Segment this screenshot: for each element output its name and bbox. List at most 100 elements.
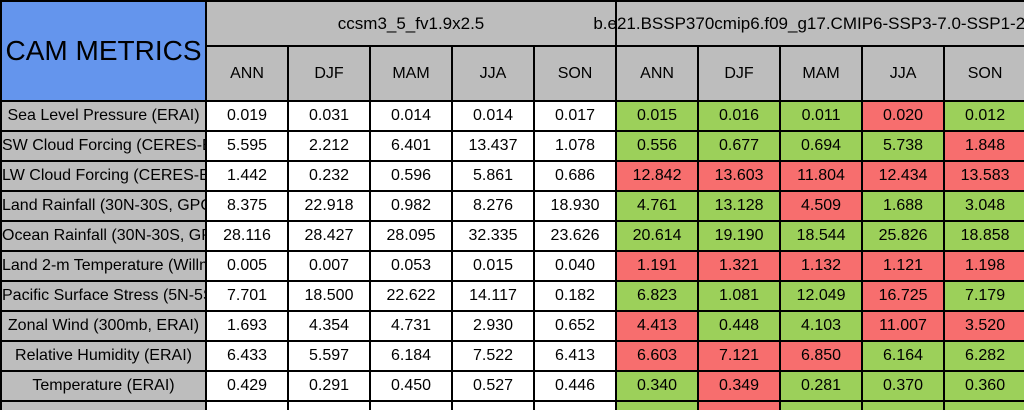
model1-name: ccsm3_5_fv1.9x2.5 (337, 13, 485, 33)
metric-value-cell-model2: 20.614 (615, 220, 700, 252)
metric-value-cell-model1: 5.861 (451, 160, 535, 192)
metric-row: Pacific Surface Stress (5N-5S,ERS)7.7011… (0, 280, 1024, 312)
season-header-m2-jja: JJA (861, 45, 946, 102)
metric-row: SW Cloud Forcing (CERES-EBAF)5.5952.2126… (0, 130, 1024, 162)
metric-value-cell-model2: 18.858 (943, 220, 1024, 252)
metric-value-cell-model2: 1.848 (943, 130, 1024, 162)
metric-value-cell-model2: 0.694 (779, 130, 864, 162)
metric-value-cell-model2: 6.164 (861, 340, 946, 372)
metric-label: Land 2-m Temperature (Willmott) (0, 250, 207, 282)
season-header-m2-ann: ANN (615, 45, 700, 102)
metric-value-cell-model2: 3.048 (943, 190, 1024, 222)
metric-row (0, 400, 1024, 410)
metric-value-cell-model1: 4.731 (369, 310, 453, 342)
metric-value-cell-model1 (205, 400, 289, 410)
metric-value-cell-model2: 1.132 (779, 250, 864, 282)
model2-header: b.e21.BSSP370cmip6.f09_g17.CMIP6-SSP3-7.… (593, 0, 1024, 47)
metric-value-cell-model2 (615, 400, 700, 410)
metric-value-cell-model1: 8.276 (451, 190, 535, 222)
table-title: CAM METRICS (0, 0, 207, 102)
metric-value-cell-model2: 0.015 (615, 100, 700, 132)
metric-value-cell-model2: 1.191 (615, 250, 700, 282)
metric-value-cell-model2: 13.583 (943, 160, 1024, 192)
metric-value-cell-model1: 28.095 (369, 220, 453, 252)
metric-value-cell-model2: 16.725 (861, 280, 946, 312)
metric-value-cell-model2: 0.012 (943, 100, 1024, 132)
metric-value-cell-model1: 14.117 (451, 280, 535, 312)
metric-value-cell-model2: 13.128 (697, 190, 782, 222)
metric-value-cell-model2: 1.688 (861, 190, 946, 222)
metric-value-cell-model2: 0.016 (697, 100, 782, 132)
metric-value-cell-model1: 1.442 (205, 160, 289, 192)
metric-value-cell-model2: 12.842 (615, 160, 700, 192)
metric-value-cell-model1: 2.930 (451, 310, 535, 342)
metric-row: Land 2-m Temperature (Willmott)0.0050.00… (0, 250, 1024, 282)
metric-label: LW Cloud Forcing (CERES-EBAF) (0, 160, 207, 192)
metric-value-cell-model1: 6.184 (369, 340, 453, 372)
season-header-m1-mam: MAM (369, 45, 453, 102)
metric-value-cell-model2: 3.520 (943, 310, 1024, 342)
metric-value-cell-model1: 0.446 (532, 370, 618, 402)
metric-value-cell-model2: 5.738 (861, 130, 946, 162)
metric-value-cell-model2 (861, 400, 946, 410)
metric-value-cell-model2: 7.121 (697, 340, 782, 372)
metric-value-cell-model1: 6.433 (205, 340, 289, 372)
metric-value-cell-model2: 7.179 (943, 280, 1024, 312)
metric-label (0, 400, 207, 410)
metric-value-cell-model1: 22.918 (287, 190, 371, 222)
metric-value-cell-model1: 6.401 (369, 130, 453, 162)
metric-value-cell-model2: 0.349 (697, 370, 782, 402)
season-header-row: ANN DJF MAM JJA SON ANN DJF MAM JJA SON (1, 45, 1024, 102)
model-header-row: CAM METRICS ccsm3_5_fv1.9x2.5 b.e21.BSSP… (0, 0, 1024, 102)
metric-value-cell-model2 (943, 400, 1024, 410)
metric-row: Ocean Rainfall (30N-30S, GPCP)28.11628.4… (0, 220, 1024, 252)
metric-value-cell-model2: 1.081 (697, 280, 782, 312)
metric-value-cell-model1: 5.595 (205, 130, 289, 162)
season-header-m2-djf: DJF (697, 45, 782, 102)
metric-value-cell-model2: 4.103 (779, 310, 864, 342)
metric-value-cell-model1: 0.652 (532, 310, 618, 342)
metric-value-cell-model2: 11.804 (779, 160, 864, 192)
metric-value-cell-model1: 7.522 (451, 340, 535, 372)
metric-value-cell-model1: 0.040 (532, 250, 618, 282)
metric-label: SW Cloud Forcing (CERES-EBAF) (0, 130, 207, 162)
metric-value-cell-model1: 23.626 (532, 220, 618, 252)
metric-value-cell-model2: 4.509 (779, 190, 864, 222)
metric-value-cell-model1: 0.291 (287, 370, 371, 402)
metric-value-cell-model2: 13.603 (697, 160, 782, 192)
model2-name: b.e21.BSSP370cmip6.f09_g17.CMIP6-SSP3-7.… (593, 13, 1024, 33)
metric-value-cell-model2: 12.049 (779, 280, 864, 312)
metric-value-cell-model2: 1.198 (943, 250, 1024, 282)
metric-value-cell-model2 (697, 400, 782, 410)
metric-label: Land Rainfall (30N-30S, GPCP) (0, 190, 207, 222)
metric-value-cell-model1: 0.031 (287, 100, 371, 132)
metric-value-cell-model1: 4.354 (287, 310, 371, 342)
metric-value-cell-model1: 0.596 (369, 160, 453, 192)
season-header-m2-mam: MAM (779, 45, 864, 102)
metric-value-cell-model1 (369, 400, 453, 410)
metric-value-cell-model2: 0.360 (943, 370, 1024, 402)
metric-value-cell-model2: 4.413 (615, 310, 700, 342)
metric-row: Sea Level Pressure (ERAI) 0.019 0.031 0.014… (0, 100, 1024, 132)
metric-value-cell-model1: 22.622 (369, 280, 453, 312)
metric-value-cell-model1: 1.078 (532, 130, 618, 162)
metric-value-cell-model1: 0.019 (205, 100, 289, 132)
metric-label: Ocean Rainfall (30N-30S, GPCP) (0, 220, 207, 252)
metric-value-cell-model2: 0.556 (615, 130, 700, 162)
metric-value-cell-model1: 1.693 (205, 310, 289, 342)
metric-value-cell-model2 (779, 400, 864, 410)
metric-value-cell-model1: 13.437 (451, 130, 535, 162)
metric-label: Relative Humidity (ERAI) (0, 340, 207, 372)
metric-label: Sea Level Pressure (ERAI) (0, 100, 207, 132)
metric-value-cell-model2: 0.281 (779, 370, 864, 402)
metric-row: Temperature (ERAI) 0.429 0.291 0.450 0.527 0.… (0, 370, 1024, 402)
metric-value-cell-model2: 0.340 (615, 370, 700, 402)
metric-value-cell-model1: 0.232 (287, 160, 371, 192)
metric-value-cell-model2: 0.370 (861, 370, 946, 402)
metric-row: Zonal Wind (300mb, ERAI) 1.693 4.354 4.731 2… (0, 310, 1024, 342)
metric-value-cell-model1 (451, 400, 535, 410)
season-header-m1-ann: ANN (205, 45, 289, 102)
metric-value-cell-model1: 0.982 (369, 190, 453, 222)
metric-value-cell-model1: 0.527 (451, 370, 535, 402)
